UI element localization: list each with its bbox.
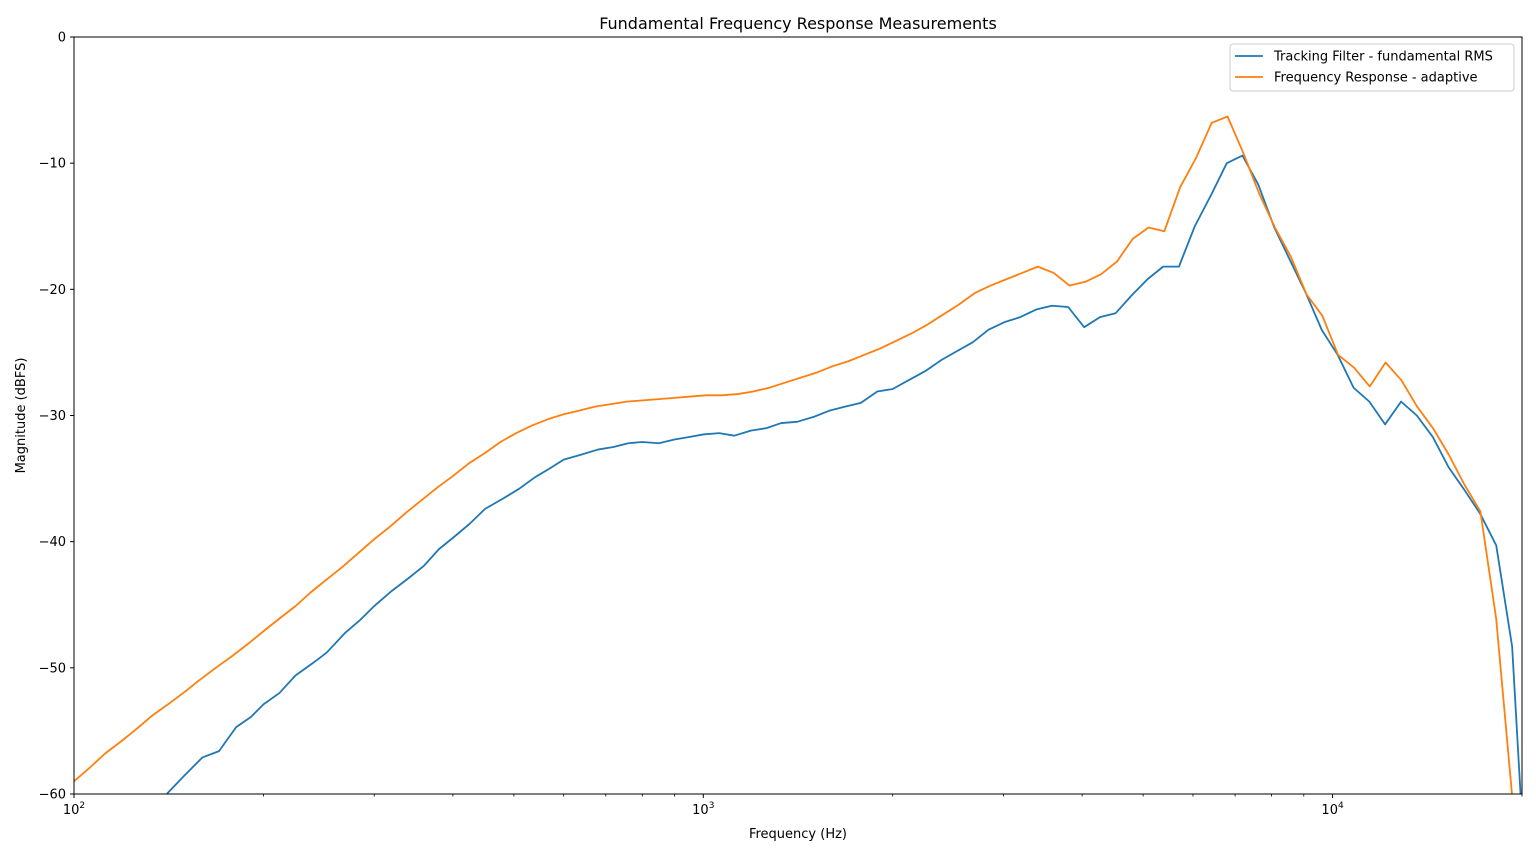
x-tick-label: 104: [1321, 801, 1344, 818]
y-axis-label: Magnitude (dBFS): [14, 358, 29, 474]
chart-title: Fundamental Frequency Response Measureme…: [599, 14, 997, 33]
x-tick-label: 103: [692, 801, 714, 818]
series-line-2: [74, 115, 1513, 794]
legend-label: Frequency Response - adaptive: [1274, 71, 1478, 86]
legend-label: Tracking Filter - fundamental RMS: [1273, 50, 1493, 65]
x-axis-ticks: 102 103 104: [63, 794, 1523, 818]
series-layer: [74, 115, 1522, 794]
legend: Tracking Filter - fundamental RMS Frequen…: [1229, 43, 1515, 92]
legend-box: [1229, 43, 1515, 92]
x-tick-label: 102: [63, 801, 85, 818]
y-axis-ticks: 0 −10 −20 −30 −40 −50 −60: [39, 31, 74, 803]
y-tick-label: −30: [39, 409, 66, 424]
y-tick-label: 0: [58, 31, 66, 46]
y-tick-label: −20: [39, 283, 66, 298]
series-line-1: [165, 154, 1522, 794]
y-tick-label: −60: [39, 788, 66, 803]
x-axis-label: Frequency (Hz): [749, 827, 847, 842]
y-tick-label: −10: [39, 157, 66, 172]
y-tick-label: −40: [39, 535, 66, 550]
y-tick-label: −50: [39, 661, 66, 676]
